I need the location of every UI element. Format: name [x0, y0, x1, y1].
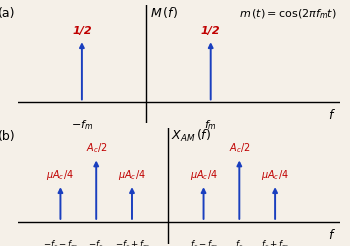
Text: $f$: $f$	[328, 108, 336, 122]
Text: $f_c+f_m$: $f_c+f_m$	[261, 239, 289, 246]
Text: $\mu A_c/4$: $\mu A_c/4$	[47, 168, 75, 182]
Text: $M\,(f)$: $M\,(f)$	[149, 5, 177, 20]
Text: 1/2: 1/2	[201, 26, 220, 36]
Text: (a): (a)	[0, 7, 16, 20]
Text: $f_m$: $f_m$	[204, 118, 217, 132]
Text: $-f_m$: $-f_m$	[71, 118, 93, 132]
Text: $f$: $f$	[328, 228, 336, 242]
Text: $A_c/2$: $A_c/2$	[85, 141, 107, 155]
Text: $f_c-f_m$: $f_c-f_m$	[190, 239, 217, 246]
Text: $\mu A_c/4$: $\mu A_c/4$	[190, 168, 217, 182]
Text: $f_c$: $f_c$	[235, 239, 244, 246]
Text: $X_{AM}\,(f)$: $X_{AM}\,(f)$	[171, 128, 211, 144]
Text: $\mu A_c/4$: $\mu A_c/4$	[261, 168, 289, 182]
Text: $-f_c$: $-f_c$	[89, 239, 104, 246]
Text: 1/2: 1/2	[72, 26, 92, 36]
Text: $A_c/2$: $A_c/2$	[229, 141, 250, 155]
Text: (b): (b)	[0, 130, 16, 143]
Text: $m\,(t) = \cos(2\pi f_m t)$: $m\,(t) = \cos(2\pi f_m t)$	[238, 7, 336, 21]
Text: $-f_c-f_m$: $-f_c-f_m$	[43, 239, 78, 246]
Text: $\mu A_c/4$: $\mu A_c/4$	[118, 168, 146, 182]
Text: $-f_c+f_m$: $-f_c+f_m$	[114, 239, 149, 246]
